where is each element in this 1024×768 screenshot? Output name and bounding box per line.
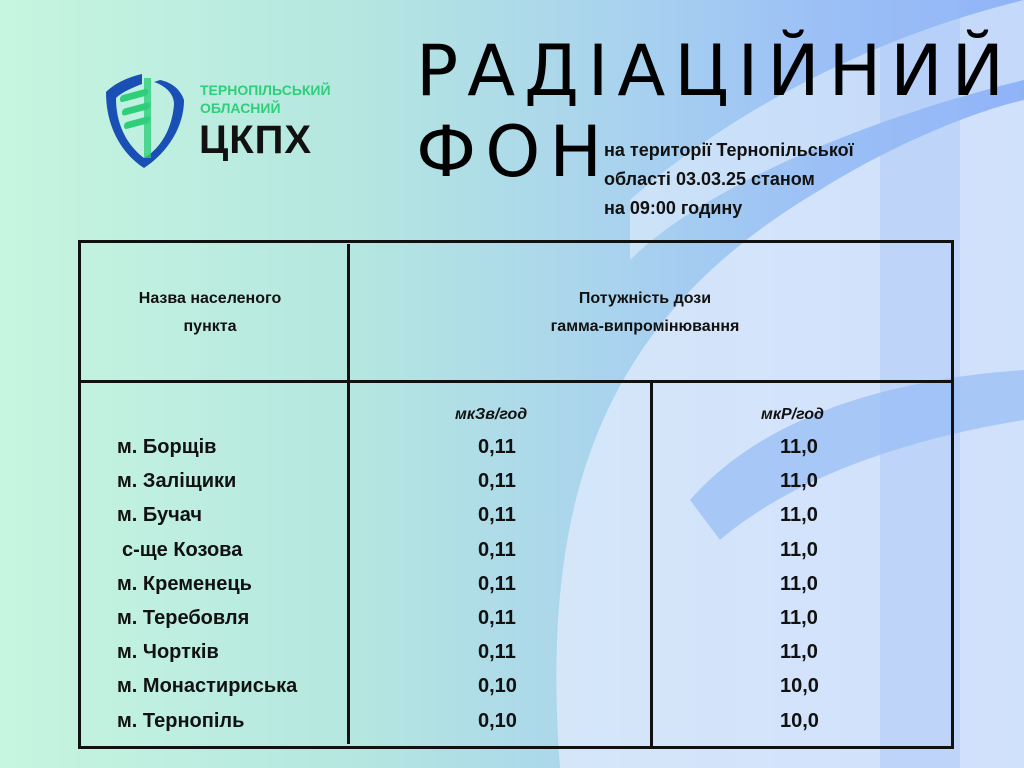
column-header-dose: Потужність дози гамма-випромінювання	[500, 285, 790, 341]
dose-ur: 11,0	[780, 504, 818, 527]
column-header-name: Назва населеного пункта	[90, 285, 330, 341]
unit-usv: мкЗв/год	[455, 406, 528, 423]
logo-abbreviation: ЦКПХ	[199, 118, 313, 162]
dose-ur: 11,0	[780, 572, 818, 595]
dose-ur: 11,0	[780, 538, 818, 561]
settlement-name: с-ще Козова	[122, 538, 243, 561]
settlement-name: м. Монастириська	[117, 675, 298, 698]
dose-ur: 10,0	[780, 709, 819, 732]
unit-ur: мкР/год	[761, 406, 824, 423]
table-divider	[78, 380, 952, 383]
header-line: Потужність дози	[578, 290, 712, 307]
dose-usv: 0,10	[478, 709, 517, 732]
table-divider	[650, 381, 653, 747]
dose-usv: 0,11	[478, 572, 516, 595]
dose-ur: 11,0	[780, 607, 818, 629]
dose-usv: 0,11	[478, 470, 516, 493]
shield-logo-icon	[106, 74, 184, 168]
header-line: пункта	[183, 318, 237, 335]
subtitle-line: на території Тернопільської	[604, 140, 854, 160]
page-title-line1: РАДІАЦІЙНИЙ	[416, 30, 1014, 112]
dose-usv: 0,11	[478, 436, 516, 458]
logo-text-line1: ТЕРНОПІЛЬСЬКИЙ	[200, 82, 331, 98]
page-title-line2: ФОН	[416, 111, 611, 193]
table-divider	[347, 244, 350, 744]
header-line: Назва населеного	[138, 290, 282, 307]
settlement-name: м. Бучач	[117, 504, 202, 527]
settlement-name: м. Чортків	[117, 641, 219, 664]
dose-usv: 0,11	[478, 607, 516, 629]
subtitle-line: області 03.03.25 станом	[604, 169, 815, 189]
settlement-name: м. Теребовля	[117, 607, 250, 629]
logo	[104, 70, 190, 175]
logo-text-line2: ОБЛАСНИЙ	[200, 100, 281, 116]
settlement-name: м. Кременець	[117, 572, 252, 595]
header-line: гамма-випромінювання	[550, 318, 740, 335]
dose-ur: 11,0	[780, 641, 818, 664]
dose-usv: 0,11	[478, 538, 516, 561]
settlement-name: м. Тернопіль	[117, 709, 245, 732]
dose-usv: 0,11	[478, 641, 516, 664]
subtitle: на території Тернопільської області 03.0…	[604, 136, 854, 223]
subtitle-line: на 09:00 годину	[604, 198, 743, 218]
dose-ur: 11,0	[780, 470, 818, 493]
dose-ur: 11,0	[780, 436, 818, 458]
radiation-table	[78, 240, 954, 749]
settlement-name: м. Борщів	[117, 436, 217, 458]
dose-usv: 0,11	[478, 504, 516, 527]
settlement-name: м. Заліщики	[117, 470, 237, 493]
dose-usv: 0,10	[478, 675, 517, 698]
dose-ur: 10,0	[780, 675, 819, 698]
